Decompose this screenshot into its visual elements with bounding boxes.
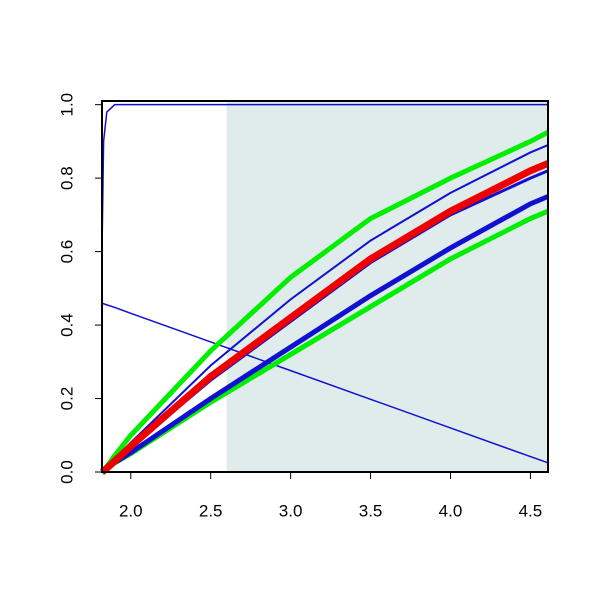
line (101, 103, 548, 252)
y-tick-label: 1.0 (57, 93, 76, 117)
x-tick-label: 4.0 (439, 501, 463, 520)
x-tick-label: 4.5 (519, 501, 543, 520)
y-tick-label: 0.0 (57, 460, 76, 484)
line (100, 160, 550, 475)
x-tick-label: 2.0 (119, 501, 143, 520)
x-tick-label: 3.0 (279, 501, 303, 520)
x-tick-label: 3.5 (359, 501, 383, 520)
y-tick-label: 0.4 (57, 313, 76, 337)
plot-frame (101, 100, 549, 473)
y-tick-label: 0.8 (57, 166, 76, 190)
line (101, 302, 549, 464)
x-tick-label: 2.5 (199, 501, 223, 520)
y-tick-label: 0.2 (57, 387, 76, 411)
y-tick-label: 0.6 (57, 240, 76, 264)
